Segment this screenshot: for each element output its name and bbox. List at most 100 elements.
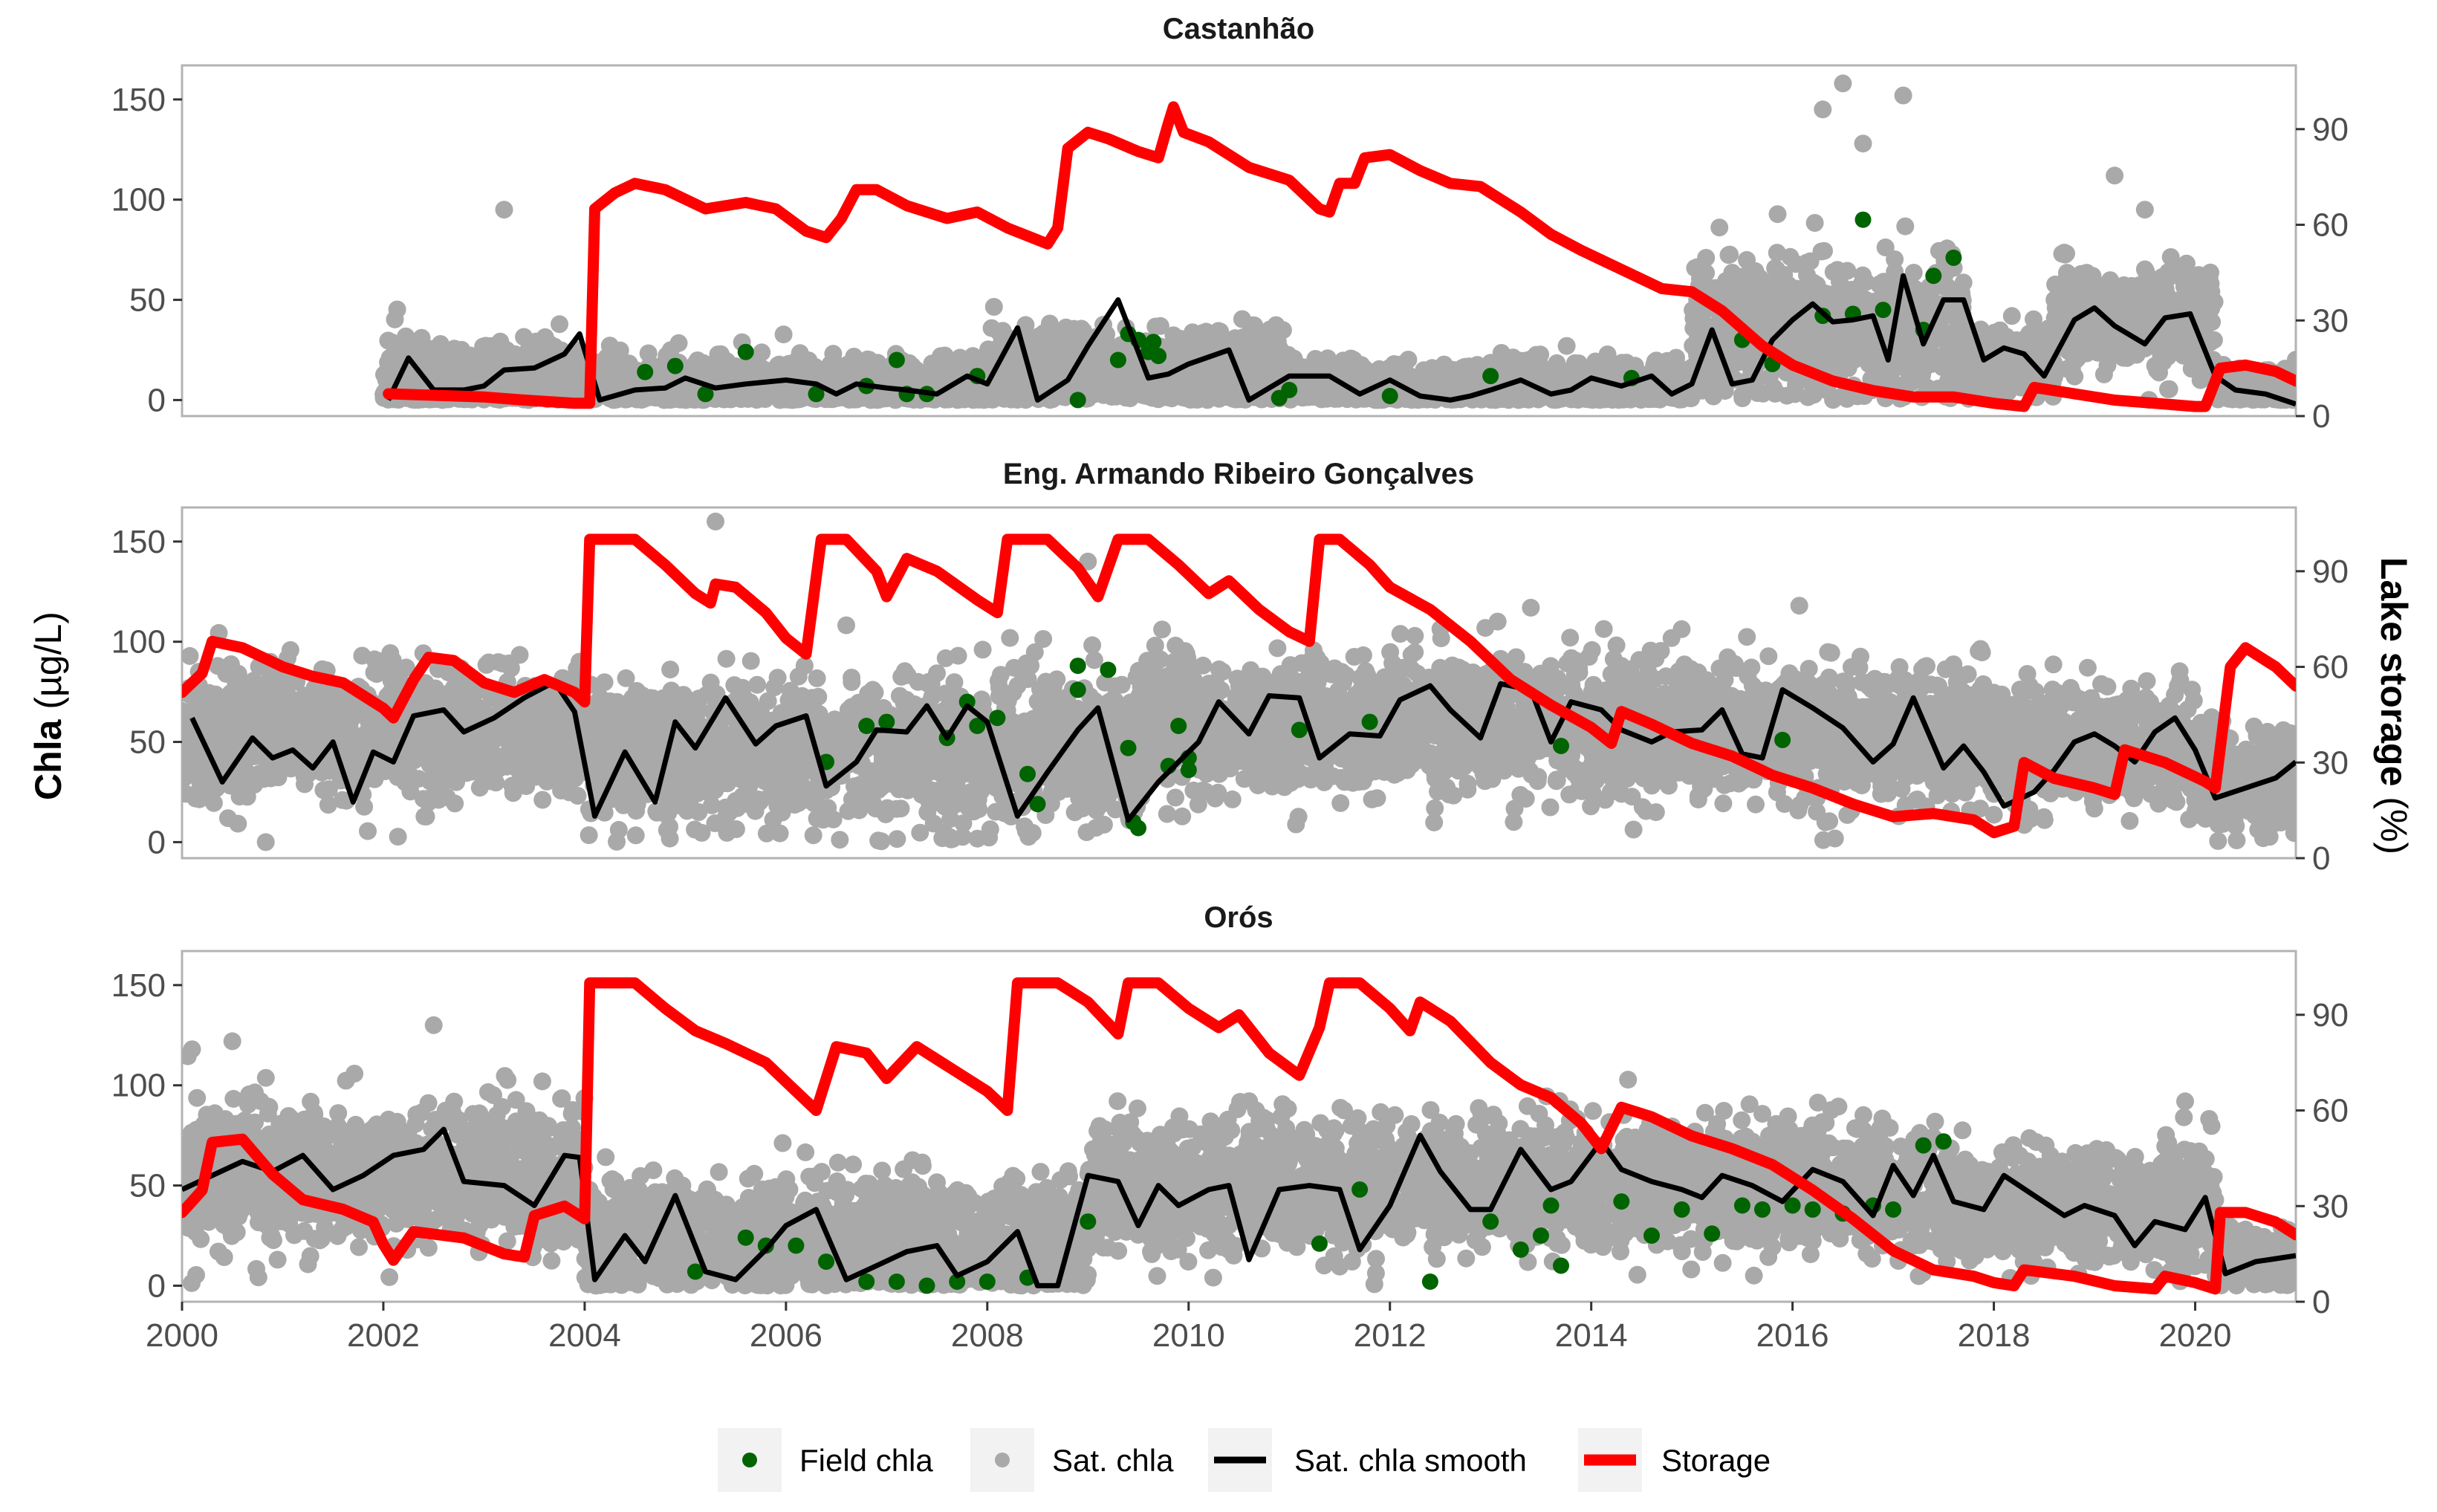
sat-chla-point xyxy=(2002,307,2021,325)
sat-chla-point xyxy=(2177,345,2196,363)
sat-chla-point xyxy=(608,371,626,389)
sat-chla-point xyxy=(397,327,415,345)
sat-chla-point xyxy=(1799,318,1817,337)
sat-chla-point xyxy=(793,389,811,408)
sat-chla-point xyxy=(1955,327,1973,345)
sat-chla-point xyxy=(984,298,1003,316)
sat-chla-point xyxy=(1834,325,1852,343)
sat-chla-point xyxy=(1985,372,2003,391)
sat-chla-point xyxy=(1767,306,1785,324)
sat-chla-point xyxy=(2147,361,2166,380)
sat-chla-point xyxy=(1908,363,1927,382)
sat-chla-point xyxy=(863,360,881,378)
sat-chla-point xyxy=(2129,316,2147,334)
sat-chla-point xyxy=(1896,217,1915,236)
sat-chla-point xyxy=(386,310,404,328)
sat-chla-point xyxy=(1591,391,1609,409)
sat-chla-point xyxy=(1074,363,1092,381)
sat-chla-point xyxy=(1753,384,1772,403)
panel-title-oros: Orós xyxy=(1204,901,1273,934)
sat-chla-point xyxy=(1646,352,1664,371)
sat-chla-point xyxy=(2159,263,2178,282)
sat-chla-point xyxy=(2077,264,2096,282)
sat-chla-point xyxy=(2075,340,2094,359)
sat-chla-point xyxy=(2161,248,2180,266)
sat-chla-point xyxy=(1504,348,1522,367)
sat-chla-point xyxy=(1209,326,1227,344)
sat-chla-point xyxy=(964,347,982,366)
sat-chla-point xyxy=(2160,380,2178,398)
sat-chla-point xyxy=(1719,246,1738,265)
sat-chla-point xyxy=(2054,292,2072,310)
sat-chla-point xyxy=(1238,326,1256,345)
sat-chla-point xyxy=(1179,338,1198,357)
sat-chla-point xyxy=(1531,345,1550,364)
plot-area xyxy=(374,74,2296,412)
sat-chla-point xyxy=(1746,298,1765,317)
sat-chla-point xyxy=(1854,266,1872,285)
sat-chla-point xyxy=(1146,317,1165,336)
sat-chla-point xyxy=(2175,270,2194,288)
sat-chla-point xyxy=(2137,262,2155,281)
sat-chla-point xyxy=(960,389,979,408)
sat-chla-point xyxy=(1805,214,1824,232)
sat-chla-point xyxy=(1129,375,1146,394)
sat-chla-point xyxy=(1768,205,1787,224)
sat-chla-point xyxy=(718,357,736,376)
sat-chla-point xyxy=(1013,383,1031,402)
sat-chla-point xyxy=(672,383,690,401)
sat-chla-point xyxy=(462,357,481,375)
sat-chla-point xyxy=(1667,369,1686,387)
sat-chla-point xyxy=(1981,327,1999,345)
sat-chla-point xyxy=(1098,366,1116,384)
sat-chla-point xyxy=(2031,338,2049,357)
sat-chla-point xyxy=(1768,244,1786,262)
sat-chla-point xyxy=(506,351,525,369)
panel-title-castanhao: Castanhão xyxy=(1163,13,1315,45)
sat-chla-point xyxy=(1054,387,1072,406)
sat-chla-point xyxy=(753,343,771,362)
sat-chla-point xyxy=(2047,315,2066,334)
sat-chla-point xyxy=(935,346,954,365)
sat-chla-point xyxy=(2195,274,2213,293)
sat-chla-point xyxy=(1823,340,1841,358)
sat-chla-point xyxy=(1956,343,1974,362)
sat-chla-point xyxy=(1557,337,1576,355)
sat-chla-point xyxy=(1039,368,1057,386)
sat-chla-point xyxy=(1815,241,1833,260)
sat-chla-point xyxy=(2174,323,2193,342)
sat-chla-point xyxy=(1710,218,1729,237)
sat-chla-point xyxy=(805,358,823,377)
sat-chla-point xyxy=(1719,276,1737,294)
sat-chla-point xyxy=(756,390,775,408)
sat-chla-point xyxy=(1041,355,1060,374)
sat-chla-point xyxy=(1365,365,1383,383)
sat-chla-point xyxy=(1864,349,1883,368)
sat-chla-point xyxy=(2013,331,2031,350)
sat-chla-point xyxy=(979,353,997,371)
sat-chla-point xyxy=(515,328,533,346)
sat-chla-point xyxy=(1519,390,1538,409)
sat-chla-point xyxy=(1967,366,1986,383)
sat-chla-point xyxy=(1785,385,1804,403)
sat-chla-point xyxy=(878,389,897,408)
sat-chla-point xyxy=(1024,343,1042,361)
sat-chla-point xyxy=(1093,332,1112,351)
sat-chla-point xyxy=(600,337,619,355)
sat-chla-point xyxy=(617,354,635,372)
sat-chla-point xyxy=(2058,360,2077,378)
sat-chla-point xyxy=(1256,353,1275,371)
sat-chla-point xyxy=(2101,331,2120,349)
sat-chla-point xyxy=(1876,239,1895,256)
sat-chla-point xyxy=(653,389,672,408)
sat-chla-point xyxy=(1346,357,1365,376)
sat-chla-point xyxy=(1915,301,1934,319)
sat-chla-point xyxy=(544,337,562,356)
sat-chla-point xyxy=(425,361,444,380)
sat-chla-point xyxy=(903,357,921,375)
sat-chla-point xyxy=(1107,387,1126,406)
sat-chla-point xyxy=(1667,348,1685,367)
sat-chla-point xyxy=(2057,244,2075,263)
